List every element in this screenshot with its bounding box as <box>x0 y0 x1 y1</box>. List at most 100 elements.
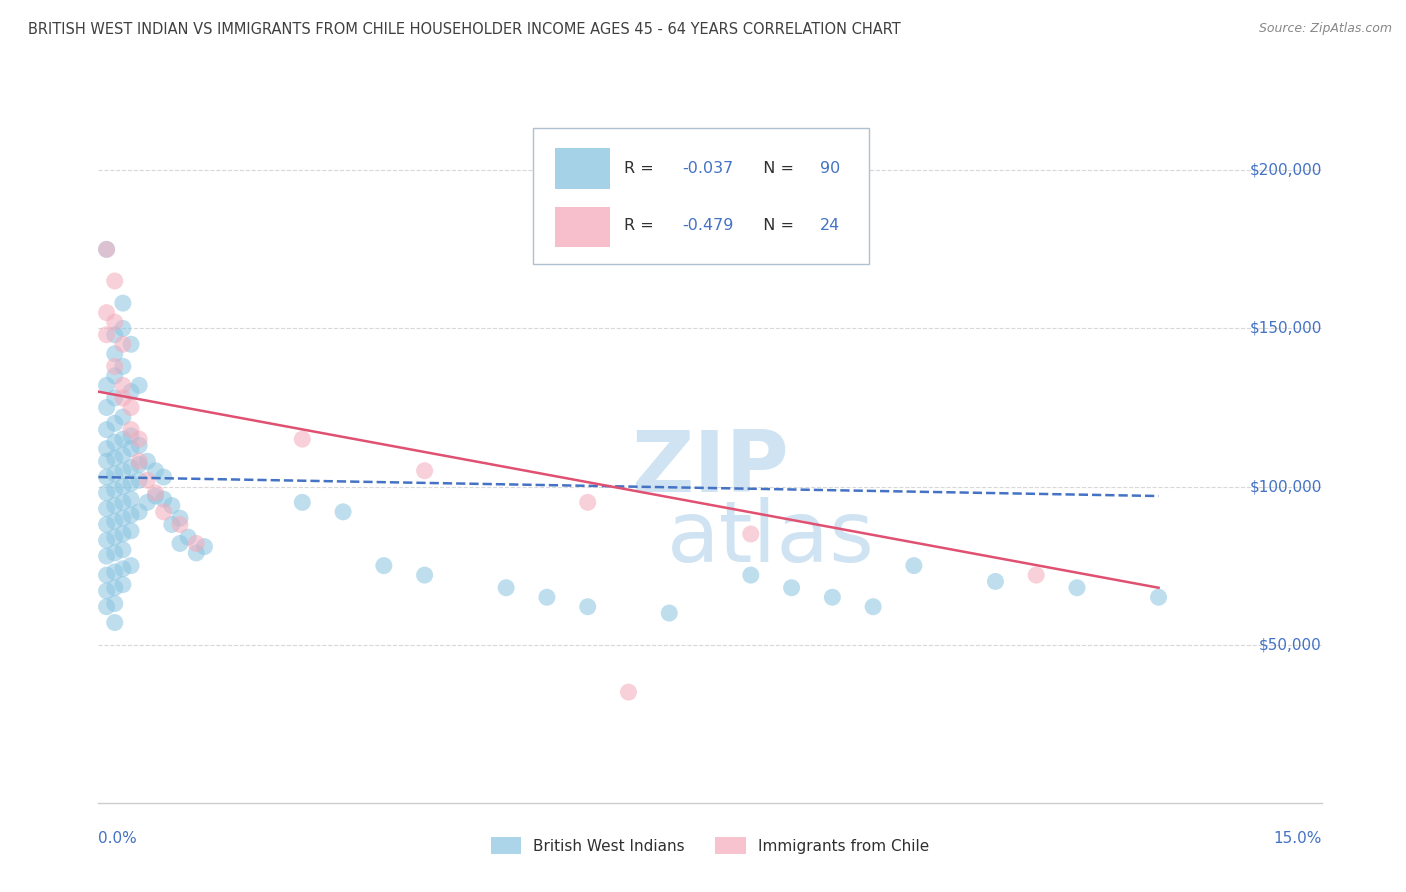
Text: 90: 90 <box>820 161 841 176</box>
Point <box>576 599 599 614</box>
Point <box>104 530 127 544</box>
Point <box>104 499 127 513</box>
Text: 15.0%: 15.0% <box>1274 830 1322 846</box>
Point <box>128 458 150 472</box>
Point <box>136 473 159 487</box>
Point <box>104 467 127 481</box>
Point <box>984 574 1007 589</box>
Point <box>96 583 118 598</box>
Point <box>111 527 134 541</box>
Point <box>152 470 174 484</box>
Point <box>120 476 142 491</box>
Point <box>128 432 150 446</box>
Point <box>96 470 118 484</box>
Text: ZIP: ZIP <box>631 427 789 510</box>
Text: 0.0%: 0.0% <box>98 830 138 846</box>
Point <box>413 568 436 582</box>
Point <box>111 359 134 374</box>
Point <box>413 464 436 478</box>
Point <box>96 243 118 257</box>
Point <box>111 378 134 392</box>
Point <box>193 540 215 554</box>
Text: atlas: atlas <box>668 497 875 580</box>
Point <box>111 337 134 351</box>
Point <box>104 391 127 405</box>
Point <box>96 568 118 582</box>
Point <box>120 429 142 443</box>
Point <box>136 495 159 509</box>
Point <box>128 438 150 452</box>
Point <box>495 581 517 595</box>
Point <box>96 517 118 532</box>
Text: BRITISH WEST INDIAN VS IMMIGRANTS FROM CHILE HOUSEHOLDER INCOME AGES 45 - 64 YEA: BRITISH WEST INDIAN VS IMMIGRANTS FROM C… <box>28 22 901 37</box>
FancyBboxPatch shape <box>533 128 869 263</box>
Point <box>104 546 127 560</box>
Text: $200,000: $200,000 <box>1250 163 1322 178</box>
Point <box>291 495 314 509</box>
Text: R =: R = <box>624 161 659 176</box>
Point <box>120 337 142 351</box>
Point <box>111 409 134 424</box>
Point <box>96 533 118 548</box>
Legend: British West Indians, Immigrants from Chile: British West Indians, Immigrants from Ch… <box>491 837 929 855</box>
Point <box>104 483 127 497</box>
Point <box>111 577 134 591</box>
Point <box>128 505 150 519</box>
Point <box>96 454 118 468</box>
Point <box>96 243 118 257</box>
Point <box>145 486 167 500</box>
Point <box>120 401 142 415</box>
Bar <box>555 148 610 189</box>
Point <box>96 501 118 516</box>
Point <box>903 558 925 573</box>
Point <box>111 542 134 557</box>
Bar <box>555 207 610 247</box>
Text: 24: 24 <box>820 219 841 233</box>
Point <box>862 599 884 614</box>
Point <box>120 423 142 437</box>
Point <box>111 511 134 525</box>
Point <box>169 511 191 525</box>
Point <box>96 599 118 614</box>
Text: R =: R = <box>624 219 659 233</box>
Point <box>1066 581 1088 595</box>
Point <box>111 495 134 509</box>
Point <box>104 581 127 595</box>
Point <box>104 347 127 361</box>
Point <box>104 359 127 374</box>
Point <box>111 296 134 310</box>
Point <box>780 581 803 595</box>
Point <box>104 451 127 466</box>
Text: $150,000: $150,000 <box>1250 321 1322 336</box>
Point <box>104 597 127 611</box>
Point <box>120 524 142 538</box>
Point <box>96 401 118 415</box>
Point <box>1025 568 1047 582</box>
Point <box>617 685 640 699</box>
Point <box>152 505 174 519</box>
Point <box>821 591 844 605</box>
Point <box>120 460 142 475</box>
Point <box>111 448 134 462</box>
Point <box>104 368 127 383</box>
Text: $100,000: $100,000 <box>1250 479 1322 494</box>
Point <box>104 274 127 288</box>
Text: Source: ZipAtlas.com: Source: ZipAtlas.com <box>1258 22 1392 36</box>
Point <box>160 517 183 532</box>
Point <box>104 435 127 450</box>
Text: N =: N = <box>752 161 799 176</box>
Point <box>136 454 159 468</box>
Point <box>186 546 208 560</box>
Point <box>740 568 762 582</box>
Point <box>120 384 142 399</box>
Point <box>96 486 118 500</box>
Point <box>177 530 200 544</box>
Point <box>373 558 395 573</box>
Point <box>576 495 599 509</box>
Point <box>111 432 134 446</box>
Point <box>291 432 314 446</box>
Point <box>111 391 134 405</box>
Point <box>332 505 354 519</box>
Point <box>96 378 118 392</box>
Point <box>128 378 150 392</box>
